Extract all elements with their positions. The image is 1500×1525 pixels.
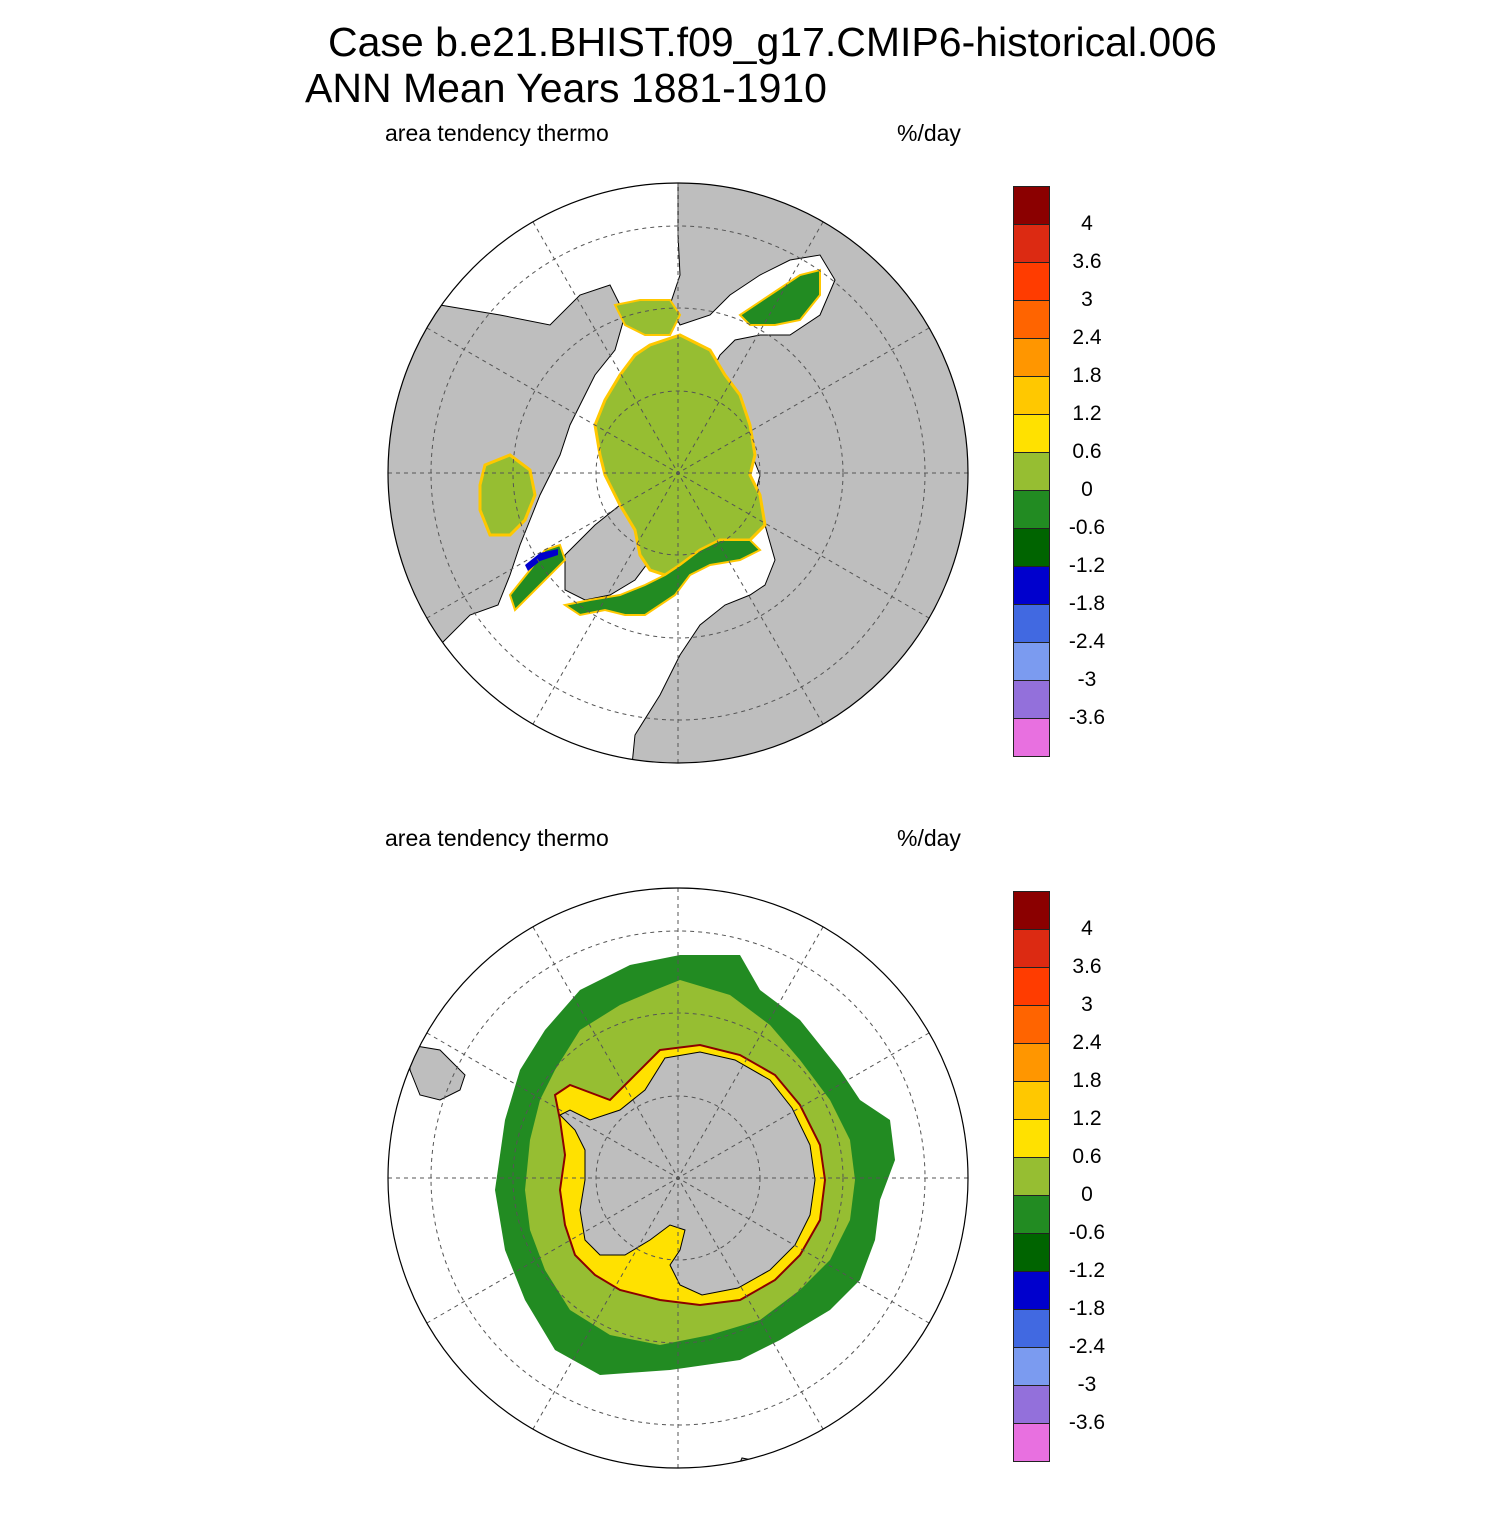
colorbar-tick-label: 0.6 <box>1072 1145 1102 1168</box>
colorbar-tick-label: 1.2 <box>1072 402 1102 425</box>
hudson-bay-ice <box>478 453 537 537</box>
north-polar-map <box>387 182 969 764</box>
variable-label: area tendency thermo <box>385 120 609 146</box>
colorbar-tick-label: -0.6 <box>1068 516 1106 539</box>
colorbar-swatch <box>1013 967 1050 1005</box>
colorbar-swatch <box>1013 1081 1050 1119</box>
barents-ice-edge <box>562 539 762 617</box>
colorbar-swatch <box>1013 1195 1050 1233</box>
colorbar-swatch <box>1013 1157 1050 1195</box>
chart-title-line2: ANN Mean Years 1881-1910 <box>305 65 827 111</box>
colorbar-swatch <box>1013 376 1050 414</box>
chart-title-line1: Case b.e21.BHIST.f09_g17.CMIP6-historica… <box>328 19 1217 65</box>
colorbar-tick-label: 0.6 <box>1072 440 1102 463</box>
colorbar-tick-label: -1.8 <box>1068 1297 1106 1320</box>
colorbar-swatch <box>1013 490 1050 528</box>
colorbar-tick-label: 2.4 <box>1072 1031 1102 1054</box>
south-polar-map <box>387 887 969 1469</box>
colorbar-swatch <box>1013 186 1050 224</box>
colorbar-swatch <box>1013 1233 1050 1271</box>
units-label: %/day <box>897 825 961 851</box>
colorbar-swatch <box>1013 300 1050 338</box>
colorbar-swatch <box>1013 680 1050 718</box>
colorbar-swatch <box>1013 1043 1050 1081</box>
colorbar-swatch <box>1013 1423 1050 1462</box>
okhotsk-ice <box>738 268 821 326</box>
graticule <box>388 183 968 763</box>
colorbar-south <box>1013 891 1050 1462</box>
colorbar-swatch <box>1013 1119 1050 1157</box>
colorbar-tick-label: -2.4 <box>1068 630 1106 653</box>
colorbar-swatch <box>1013 718 1050 757</box>
colorbar-swatch <box>1013 452 1050 490</box>
colorbar-tick-label: 1.8 <box>1072 364 1102 387</box>
colorbar-tick-label: 0 <box>1081 1183 1093 1206</box>
colorbar-swatch <box>1013 604 1050 642</box>
colorbar-tick-label: 3 <box>1081 993 1093 1016</box>
colorbar-tick-label: -3.6 <box>1068 1411 1106 1434</box>
colorbar-north <box>1013 186 1050 757</box>
colorbar-tick-label: -1.2 <box>1068 554 1106 577</box>
colorbar-swatch <box>1013 224 1050 262</box>
colorbar-tick-label: 4 <box>1081 917 1093 940</box>
colorbar-tick-label: 1.8 <box>1072 1069 1102 1092</box>
colorbar-tick-label: 2.4 <box>1072 326 1102 349</box>
colorbar-swatch <box>1013 1005 1050 1043</box>
colorbar-tick-label: 4 <box>1081 212 1093 235</box>
colorbar-tick-label: -2.4 <box>1068 1335 1106 1358</box>
colorbar-swatch <box>1013 414 1050 452</box>
units-label: %/day <box>897 120 961 146</box>
colorbar-swatch <box>1013 642 1050 680</box>
colorbar-swatch <box>1013 338 1050 376</box>
colorbar-tick-label: 3.6 <box>1072 250 1102 273</box>
colorbar-swatch <box>1013 1271 1050 1309</box>
colorbar-swatch <box>1013 1385 1050 1423</box>
colorbar-swatch <box>1013 262 1050 300</box>
colorbar-tick-label: 3 <box>1081 288 1093 311</box>
colorbar-swatch <box>1013 929 1050 967</box>
land-south-america <box>409 1044 466 1101</box>
colorbar-swatch <box>1013 1347 1050 1385</box>
north-hemisphere-panel: area tendency thermo %/day <box>0 110 1500 820</box>
colorbar-tick-label: -3 <box>1077 1373 1097 1396</box>
land-antarctica <box>559 1051 816 1296</box>
labrador-negative-ice <box>525 549 558 571</box>
colorbar-swatch <box>1013 566 1050 604</box>
colorbar-tick-label: 3.6 <box>1072 955 1102 978</box>
south-hemisphere-panel: area tendency thermo %/day <box>0 815 1500 1525</box>
graticule <box>388 888 968 1468</box>
colorbar-swatch <box>1013 891 1050 929</box>
colorbar-swatch <box>1013 528 1050 566</box>
colorbar-tick-label: -1.8 <box>1068 592 1106 615</box>
colorbar-tick-label: 1.2 <box>1072 1107 1102 1130</box>
variable-label: area tendency thermo <box>385 825 609 851</box>
colorbar-tick-label: -1.2 <box>1068 1259 1106 1282</box>
colorbar-tick-label: -3 <box>1077 668 1097 691</box>
colorbar-tick-label: -0.6 <box>1068 1221 1106 1244</box>
colorbar-swatch <box>1013 1309 1050 1347</box>
colorbar-tick-label: -3.6 <box>1068 706 1106 729</box>
colorbar-tick-label: 0 <box>1081 478 1093 501</box>
